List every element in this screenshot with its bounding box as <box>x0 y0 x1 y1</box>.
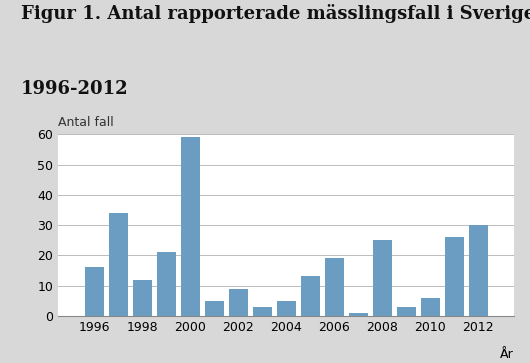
Bar <box>181 137 200 316</box>
Text: Antal fall: Antal fall <box>58 116 114 129</box>
Bar <box>85 268 104 316</box>
Bar <box>469 225 488 316</box>
Bar <box>396 307 416 316</box>
Bar <box>277 301 296 316</box>
Bar <box>132 280 152 316</box>
Text: 1996-2012: 1996-2012 <box>21 80 129 98</box>
Bar <box>301 277 320 316</box>
Bar <box>349 313 368 316</box>
Text: Figur 1. Antal rapporterade mässlingsfall i Sverige: Figur 1. Antal rapporterade mässlingsfal… <box>21 4 530 23</box>
Bar <box>205 301 224 316</box>
Bar <box>324 258 344 316</box>
Bar <box>228 289 248 316</box>
Bar <box>109 213 128 316</box>
Bar <box>253 307 272 316</box>
Bar <box>420 298 440 316</box>
Bar <box>373 240 392 316</box>
Bar <box>445 237 464 316</box>
X-axis label: År: År <box>500 348 514 362</box>
Bar <box>157 252 176 316</box>
